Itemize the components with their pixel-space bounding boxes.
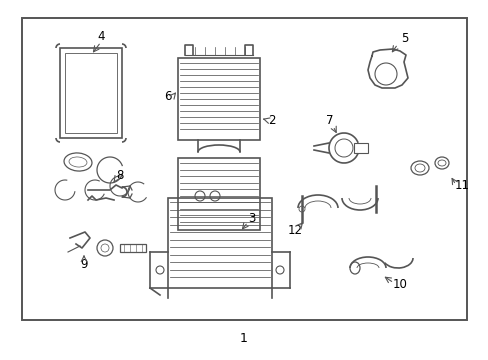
Bar (60, 48, 122, 138)
Text: 10: 10 (392, 279, 407, 292)
Text: 5: 5 (401, 32, 408, 45)
Text: 11: 11 (453, 179, 468, 192)
Bar (353, 143, 367, 153)
Text: 7: 7 (325, 113, 333, 126)
Bar (120, 244, 146, 252)
Text: 1: 1 (240, 332, 247, 345)
Text: 9: 9 (80, 258, 87, 271)
Text: 3: 3 (248, 212, 255, 225)
Text: 2: 2 (268, 113, 275, 126)
Bar (22, 18, 466, 320)
Bar (168, 198, 271, 288)
Text: 12: 12 (287, 224, 302, 237)
Text: 8: 8 (116, 168, 123, 181)
Bar (178, 158, 260, 230)
Bar (65, 53, 117, 133)
Text: 4: 4 (97, 30, 104, 42)
Bar (178, 58, 260, 140)
Text: 6: 6 (164, 90, 171, 103)
